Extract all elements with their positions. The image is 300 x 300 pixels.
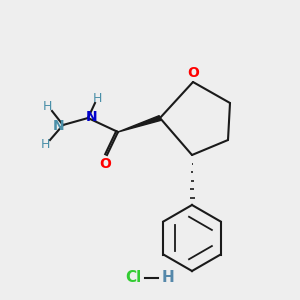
Text: H: H (162, 271, 174, 286)
Text: N: N (86, 110, 98, 124)
Polygon shape (118, 116, 161, 132)
Text: O: O (99, 157, 111, 171)
Text: O: O (187, 66, 199, 80)
Text: H: H (42, 100, 52, 113)
Text: Cl: Cl (125, 271, 141, 286)
Text: H: H (40, 137, 50, 151)
Text: H: H (92, 92, 102, 104)
Text: N: N (53, 119, 65, 133)
